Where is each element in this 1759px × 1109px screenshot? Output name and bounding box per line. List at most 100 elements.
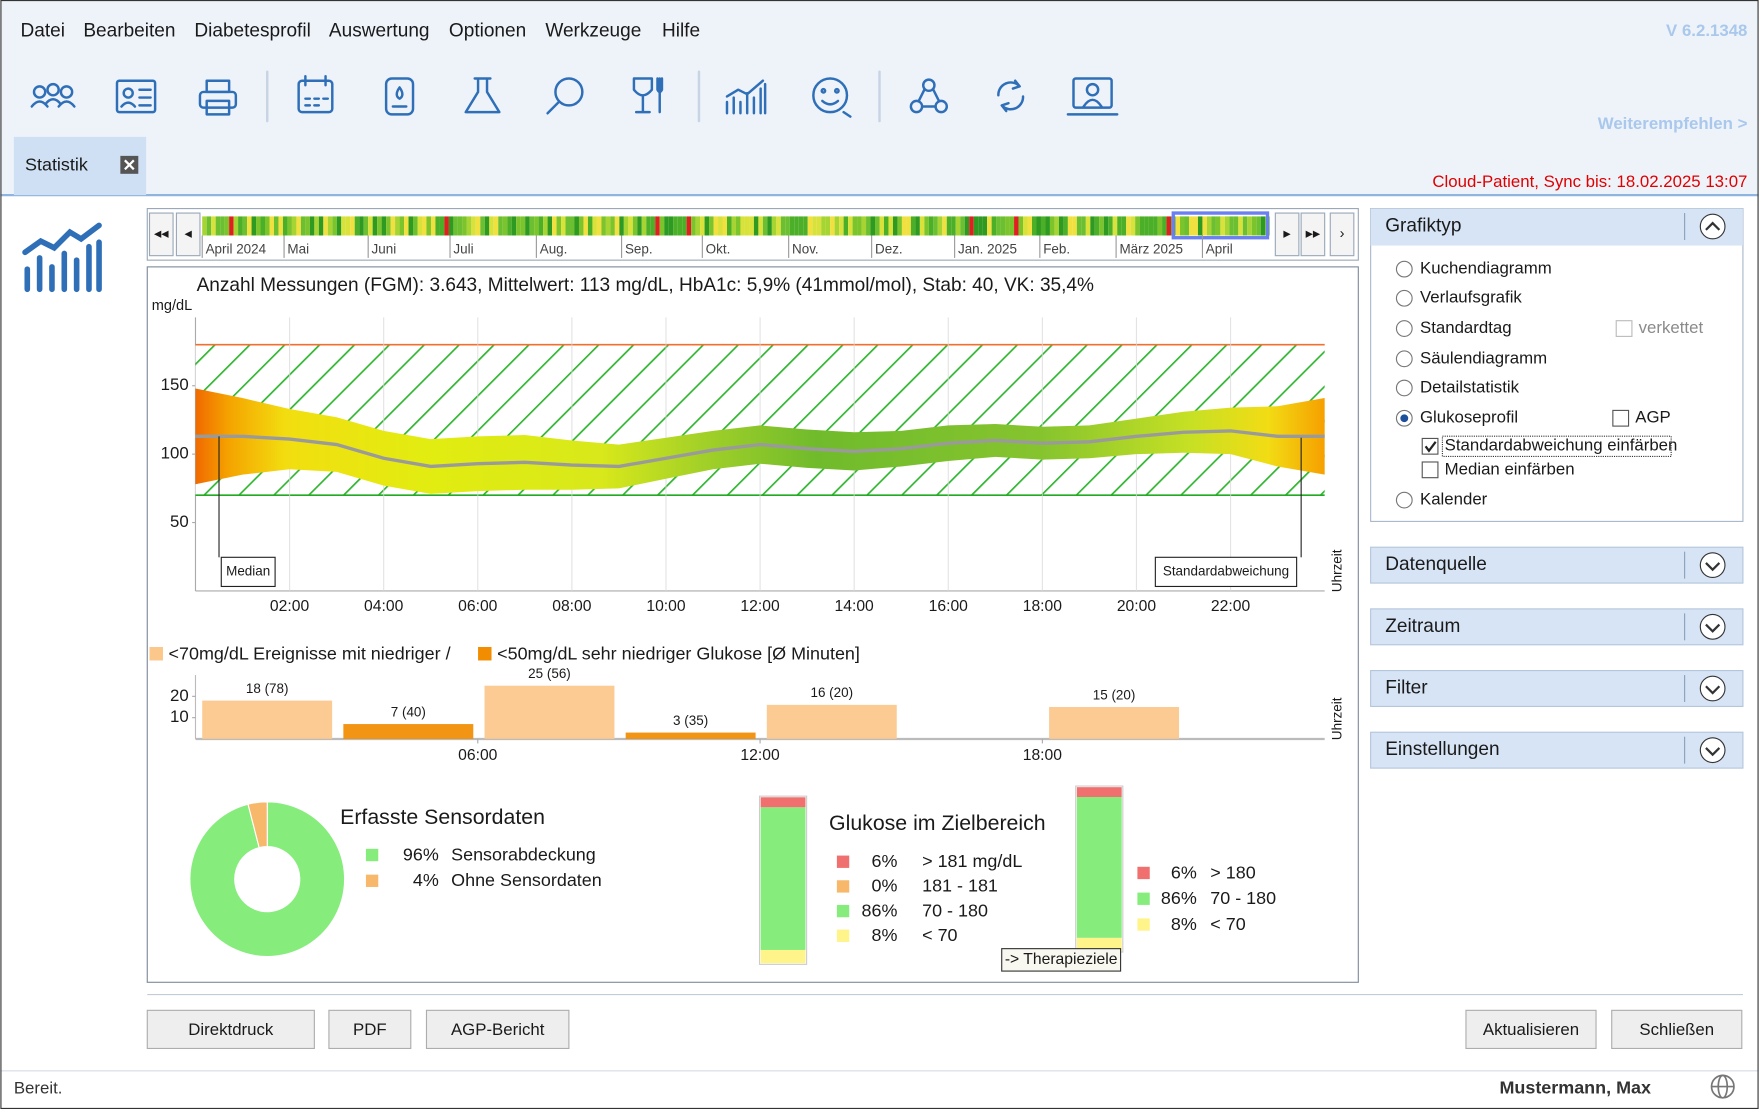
tab-label[interactable]: Statistik	[25, 155, 88, 175]
x-tick-label: 06:00	[458, 747, 498, 764]
menu-item[interactable]: Diabetesprofil	[194, 20, 310, 41]
section-title[interactable]: Filter	[1385, 678, 1428, 699]
timeline-cell	[557, 216, 561, 235]
radio-label[interactable]: Verlaufsgrafik	[1420, 288, 1522, 307]
timeline-cell	[234, 216, 238, 235]
timeline-cell	[1005, 216, 1009, 235]
timeline-cell	[1216, 216, 1220, 235]
event-bar	[485, 686, 615, 739]
timeline-cell	[678, 216, 682, 235]
timeline-cell	[933, 216, 937, 235]
timeline-cell	[669, 216, 673, 235]
y-tick-label: 50	[170, 512, 189, 531]
menu-item[interactable]: Optionen	[449, 20, 526, 41]
timeline-cell	[548, 216, 552, 235]
checkbox	[1616, 321, 1632, 337]
timeline-cell	[996, 216, 1000, 235]
recommend-link[interactable]: Weiterempfehlen >	[1598, 114, 1748, 133]
value-label: 16 (20)	[810, 685, 853, 700]
timeline-cell	[1014, 216, 1018, 235]
radio-label[interactable]: Detailstatistik	[1420, 377, 1520, 396]
checkbox[interactable]	[1613, 410, 1629, 426]
timeline-cell	[673, 216, 677, 235]
timeline-cell	[1099, 216, 1103, 235]
checkbox-label[interactable]: AGP	[1635, 408, 1671, 427]
radio-label[interactable]: Standardtag	[1420, 318, 1512, 337]
button-label[interactable]: PDF	[353, 1020, 387, 1039]
timeline-cell	[355, 216, 359, 235]
timeline-cell	[1153, 216, 1157, 235]
timeline-cell	[543, 216, 547, 235]
timeline-cell	[265, 216, 269, 235]
timeline-cell	[978, 216, 982, 235]
menu-item[interactable]: Werkzeuge	[545, 20, 641, 41]
checkbox-label[interactable]: Standardabweichung einfärben	[1445, 436, 1678, 455]
grafiktyp-title: Grafiktyp	[1385, 216, 1461, 237]
timeline-cell	[902, 216, 906, 235]
timeline-cell	[1045, 216, 1049, 235]
checkbox[interactable]	[1422, 438, 1438, 454]
checkbox-label[interactable]: Median einfärben	[1445, 459, 1575, 478]
legend-swatch	[1137, 867, 1149, 879]
button-label[interactable]: AGP-Bericht	[451, 1020, 545, 1039]
checkbox[interactable]	[1422, 462, 1438, 478]
timeline-cell	[758, 216, 762, 235]
radio-label[interactable]: Kalender	[1420, 490, 1488, 509]
legend-label: 70 - 180	[1210, 888, 1276, 908]
timeline-cell	[839, 216, 843, 235]
menu-item[interactable]: Auswertung	[329, 20, 430, 41]
collapse-button[interactable]	[1700, 738, 1725, 763]
timeline-cell	[247, 216, 251, 235]
timeline-cell	[292, 216, 296, 235]
timeline-cell	[1162, 216, 1166, 235]
radio[interactable]	[1396, 290, 1412, 306]
collapse-button[interactable]	[1700, 676, 1725, 701]
section-title[interactable]: Einstellungen	[1385, 739, 1499, 760]
timeline-cell	[844, 216, 848, 235]
section-title[interactable]: Datenquelle	[1385, 554, 1487, 575]
timeline-cell	[458, 216, 462, 235]
timeline-cell	[606, 216, 610, 235]
x-tick-label: 20:00	[1117, 598, 1157, 615]
timeline-cell	[583, 216, 587, 235]
radio[interactable]	[1396, 321, 1412, 337]
timeline-cell	[1036, 216, 1040, 235]
timeline-cell	[857, 216, 861, 235]
legend-swatch	[1137, 918, 1149, 930]
timeline-cell	[974, 216, 978, 235]
button-label[interactable]: Direktdruck	[188, 1020, 274, 1039]
button-label[interactable]: Aktualisieren	[1483, 1020, 1579, 1039]
collapse-button[interactable]	[1700, 214, 1725, 239]
timeline-cell	[238, 216, 242, 235]
radio[interactable]	[1396, 261, 1412, 277]
timeline-nav-glyph: ◂	[185, 226, 193, 242]
timeline-cell	[884, 216, 888, 235]
timeline-cell	[642, 216, 646, 235]
button-label[interactable]: Schließen	[1639, 1020, 1714, 1039]
timeline-cell	[426, 216, 430, 235]
radio[interactable]	[1396, 492, 1412, 508]
radio-label[interactable]: Säulendiagramm	[1420, 348, 1547, 367]
section-title[interactable]: Zeitraum	[1385, 616, 1460, 637]
timeline-cell	[1167, 216, 1171, 235]
collapse-button[interactable]	[1700, 614, 1725, 639]
timeline-cell	[373, 216, 377, 235]
timeline-cell	[261, 216, 265, 235]
radio[interactable]	[1396, 351, 1412, 367]
menu-item[interactable]: Bearbeiten	[83, 20, 175, 41]
therapy-button-label[interactable]: -> Therapieziele	[1005, 951, 1118, 968]
menu-item[interactable]: Hilfe	[662, 20, 700, 41]
radio-label[interactable]: Glukoseprofil	[1420, 408, 1518, 427]
x-tick-label: 12:00	[740, 598, 780, 615]
menu-item[interactable]: Datei	[21, 20, 65, 41]
radio[interactable]	[1396, 380, 1412, 396]
timeline-cell	[1108, 216, 1112, 235]
legend-value: 0%	[872, 876, 898, 896]
radio-label[interactable]: Kuchendiagramm	[1420, 259, 1552, 278]
timeline-cell	[1063, 216, 1067, 235]
timeline-cell	[310, 216, 314, 235]
collapse-button[interactable]	[1700, 553, 1725, 578]
timeline-cell	[687, 216, 691, 235]
timeline-cell	[947, 216, 951, 235]
